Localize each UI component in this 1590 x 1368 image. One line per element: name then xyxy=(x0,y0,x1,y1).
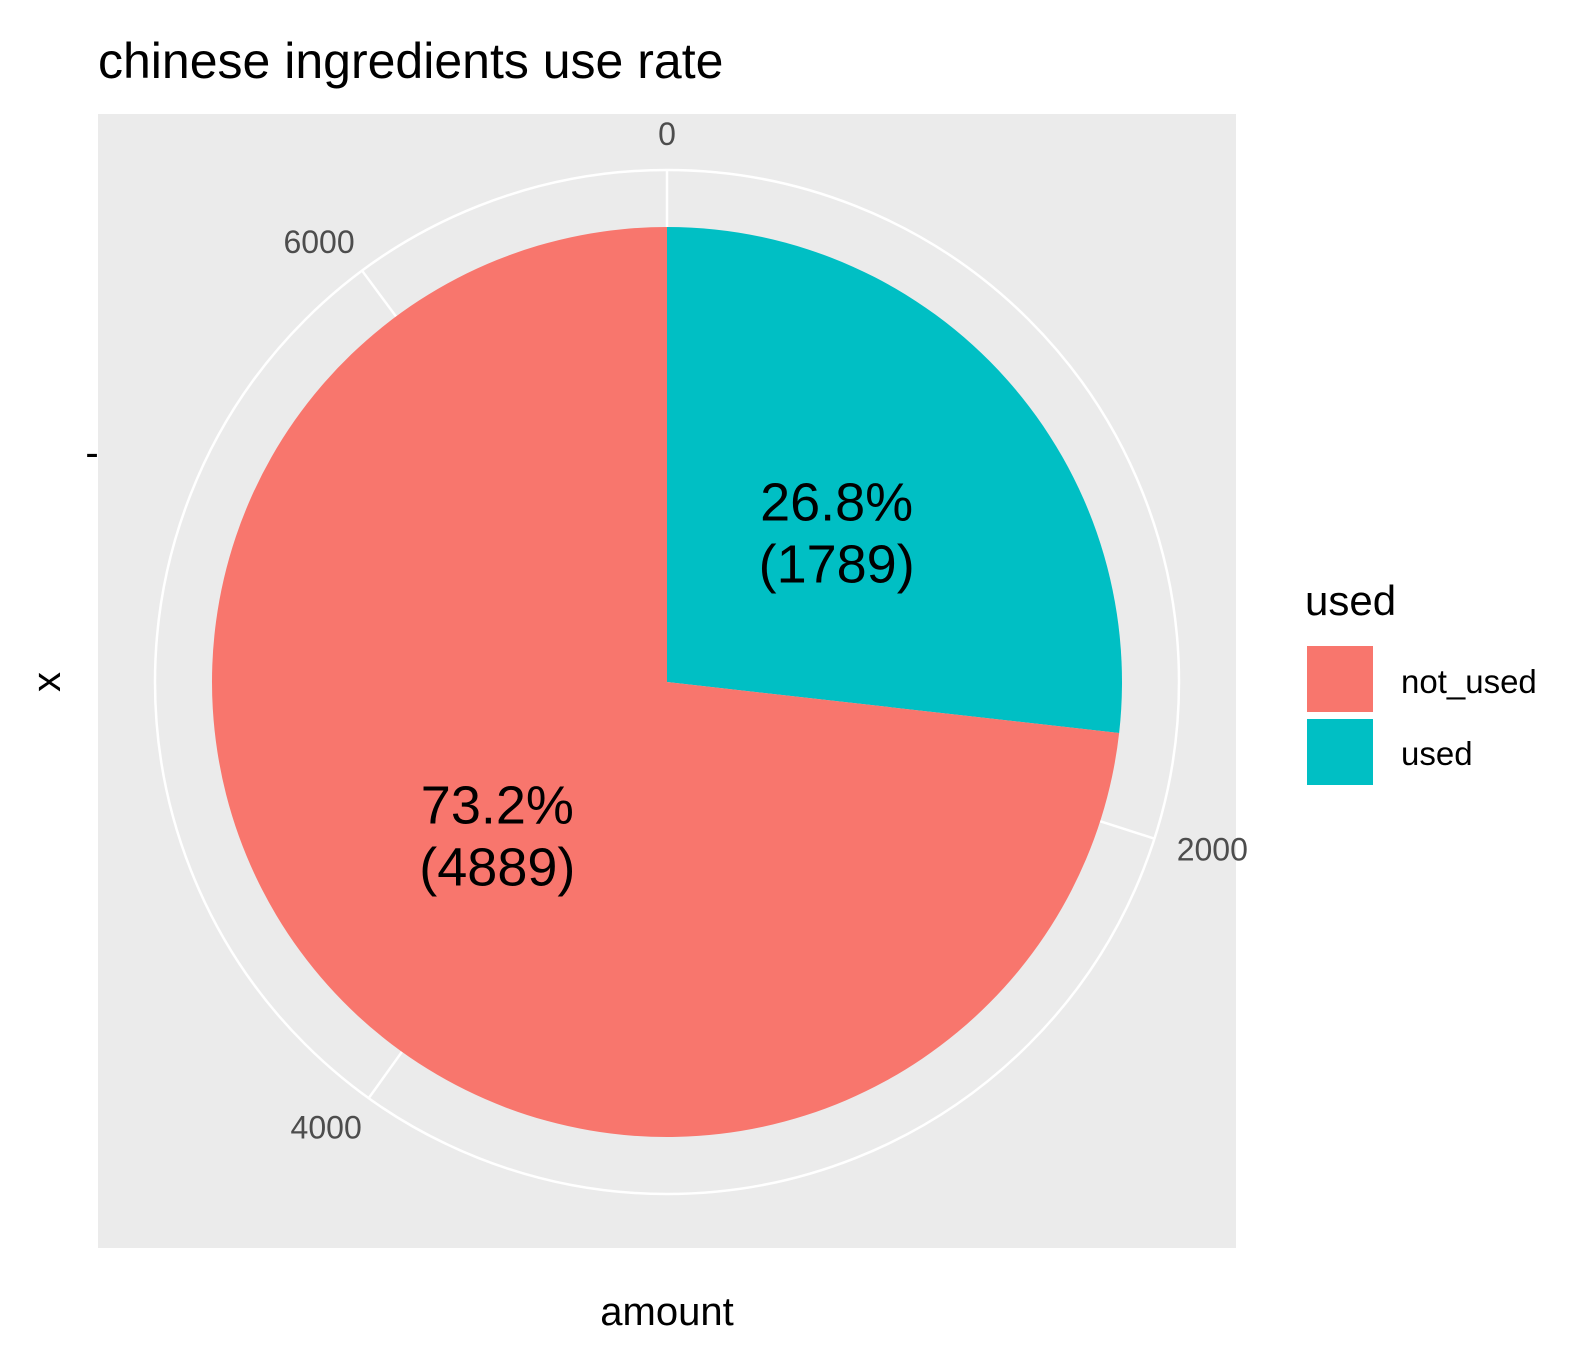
legend-title: used xyxy=(1305,577,1396,624)
y-axis-title: x xyxy=(25,672,69,692)
pie-slice-used xyxy=(667,227,1123,734)
legend-label-used: used xyxy=(1401,735,1473,772)
slice-label-count-used: (1789) xyxy=(759,534,915,594)
slice-label-count-not-used: (4889) xyxy=(419,838,575,898)
y-axis-tick: - xyxy=(85,431,98,475)
tick-label-6000: 6000 xyxy=(283,224,354,260)
slice-label-percent-not-used: 73.2% xyxy=(421,776,574,836)
legend: used not_used used xyxy=(1305,577,1537,785)
radial-tick-labels: 0 2000 4000 6000 xyxy=(283,116,1247,1145)
legend-key-used xyxy=(1307,719,1373,785)
tick-label-4000: 4000 xyxy=(291,1109,362,1145)
x-axis-title: amount xyxy=(600,1290,733,1334)
legend-label-not-used: not_used xyxy=(1401,663,1537,700)
slice-label-percent-used: 26.8% xyxy=(760,472,913,532)
slice-labels: 26.8%(1789) 73.2%(4889) xyxy=(419,472,914,897)
tick-label-0: 0 xyxy=(658,116,676,152)
chart-title: chinese ingredients use rate xyxy=(98,33,723,89)
pie-slice-not-used xyxy=(212,227,1120,1137)
legend-key-not-used xyxy=(1307,646,1373,712)
pie-slices xyxy=(212,227,1123,1137)
tick-label-2000: 2000 xyxy=(1177,832,1248,868)
